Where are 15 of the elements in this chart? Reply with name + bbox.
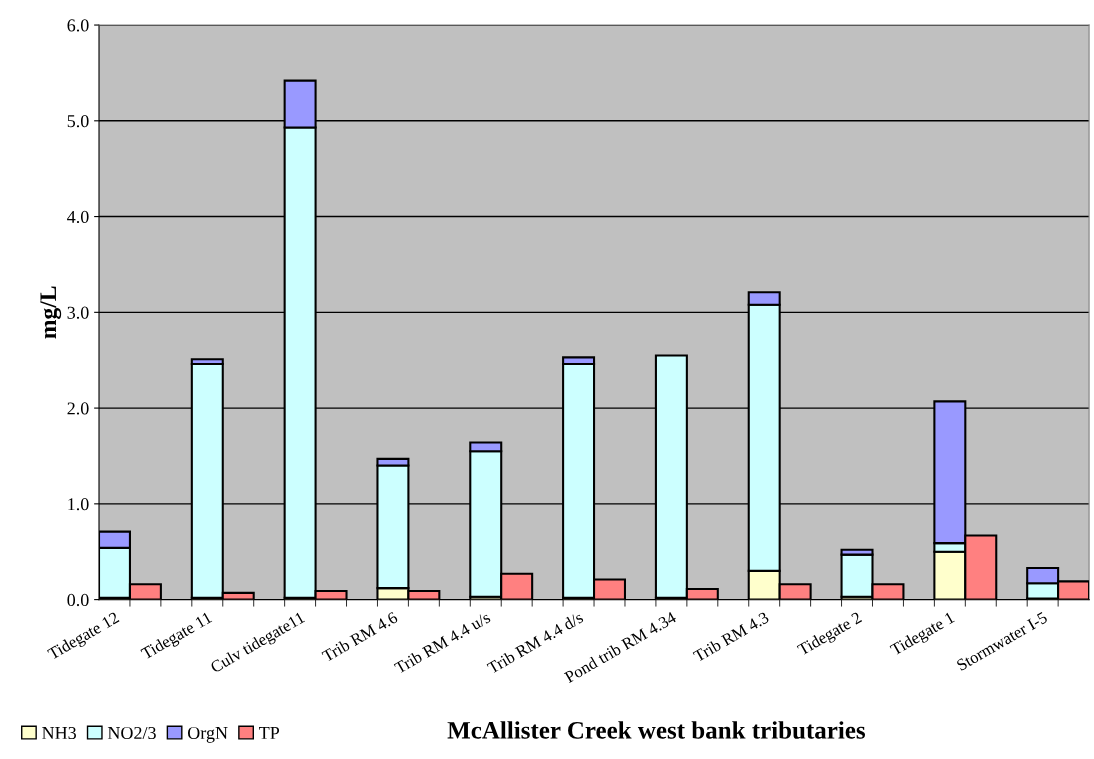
legend-label: OrgN xyxy=(187,726,228,743)
y-axis-title: mg/L xyxy=(40,286,62,339)
y-tick-label: 1.0 xyxy=(68,498,89,511)
x-tick-label: Trib RM 4.3 xyxy=(692,611,770,663)
y-tick-label: 0.0 xyxy=(67,593,89,607)
y-tick-label: 5.0 xyxy=(67,115,89,128)
x-axis-title: McAllister Creek west bank tributaries xyxy=(447,721,866,739)
legend-label: NO2/3 xyxy=(107,726,156,740)
legend-label: NH3 xyxy=(42,726,76,740)
y-tick-label: 4.0 xyxy=(67,210,89,224)
y-tick-label: 3.0 xyxy=(67,306,89,319)
x-tick-label: Trib RM 4.6 xyxy=(321,610,399,663)
y-tick-label: 2.0 xyxy=(67,402,89,415)
legend-label: TP xyxy=(259,727,280,739)
y-tick-label: 6.0 xyxy=(67,19,89,32)
